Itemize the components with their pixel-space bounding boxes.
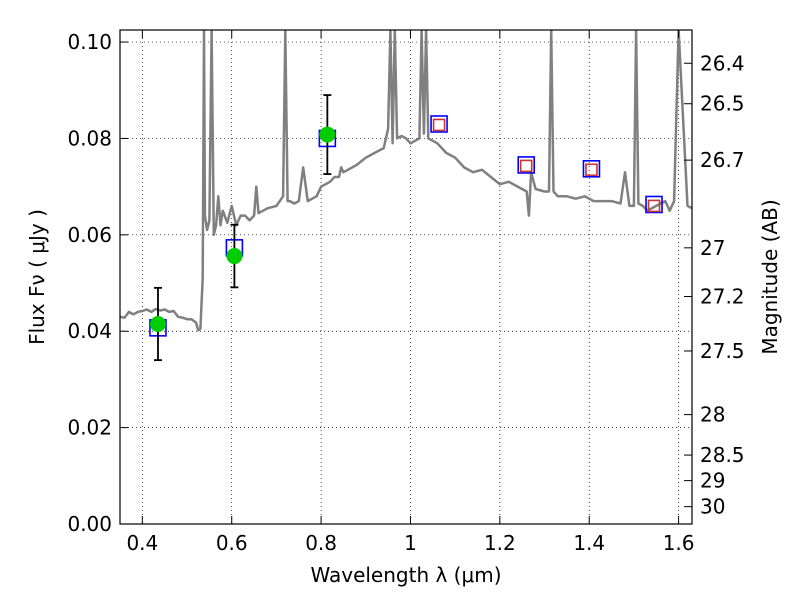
- x-tick-label: 0.6: [216, 531, 248, 555]
- observed-flux-point: [149, 315, 166, 332]
- right-tick-label: 28.5: [700, 443, 745, 467]
- y-tick-label: 0.04: [67, 319, 112, 343]
- model-photometry-square: [645, 195, 663, 214]
- right-tick-label: 27.5: [700, 339, 745, 363]
- y-tick-label: 0.10: [67, 30, 112, 54]
- sed-model-line: [120, 30, 692, 332]
- plot-frame: [119, 29, 693, 525]
- x-tick-label: 1: [404, 531, 417, 555]
- model-photometry-square: [430, 115, 448, 133]
- right-tick-label: 29: [700, 469, 725, 493]
- sed-line-layer: [120, 30, 692, 332]
- observed-square: [519, 159, 533, 173]
- model-photometry-square: [582, 160, 601, 178]
- x-axis-label: Wavelength λ (μm): [310, 563, 501, 587]
- right-tick-label: 26.7: [700, 148, 745, 172]
- right-axis-label: Magnitude (AB): [758, 199, 782, 354]
- right-tick-label: 26.5: [700, 92, 745, 116]
- plot-background: [120, 30, 692, 524]
- x-tick-label: 1.2: [484, 531, 516, 555]
- observed-flux-point: [319, 126, 336, 143]
- x-tick-label: 0.8: [305, 531, 337, 555]
- y-axis-label: Flux Fν ( μJy ): [25, 209, 49, 345]
- y-tick-label: 0.02: [67, 416, 112, 440]
- observed-flux-point: [226, 248, 243, 265]
- x-tick-label: 0.4: [126, 531, 158, 555]
- y-tick-label: 0.06: [67, 223, 112, 247]
- y-tick-label: 0.00: [67, 512, 112, 536]
- right-tick-label: 27.2: [700, 285, 745, 309]
- x-tick-label: 1.6: [663, 531, 695, 555]
- observed-square: [585, 163, 598, 177]
- y-tick-label: 0.08: [67, 126, 112, 150]
- right-tick-label: 30: [700, 495, 725, 519]
- x-tick-label: 1.4: [573, 531, 605, 555]
- right-tick-label: 26.4: [700, 51, 745, 75]
- right-tick-label: 28: [700, 403, 725, 427]
- observed-square: [647, 199, 661, 213]
- model-photometry-square: [517, 156, 536, 174]
- ticks: 0.4 0.6 0.8 1 1.2 1.4 1.6 0.00 0.02 0.04 0.06 0.08 0…: [67, 30, 745, 555]
- observed-square: [432, 118, 446, 132]
- marker-layer: [149, 94, 663, 362]
- right-tick-label: 27: [700, 236, 725, 260]
